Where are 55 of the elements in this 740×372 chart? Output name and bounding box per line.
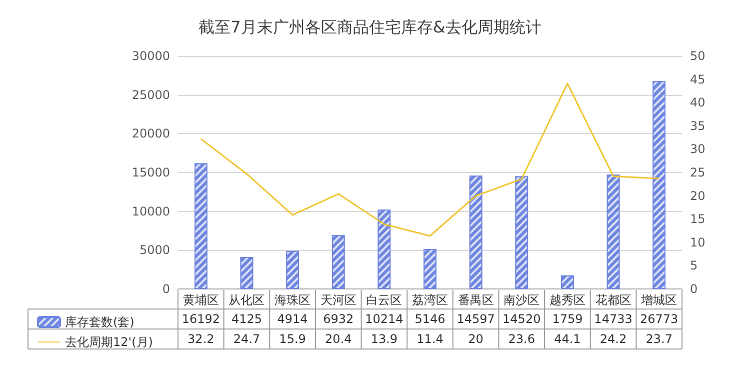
y2-tick-label: 30 bbox=[690, 142, 706, 156]
data-label: 14597 bbox=[456, 312, 495, 326]
data-label: 14733 bbox=[594, 312, 632, 326]
y2-tick-label: 5 bbox=[690, 258, 698, 273]
y2-tick-label: 20 bbox=[690, 188, 706, 203]
data-label: 32.2 bbox=[188, 332, 214, 346]
y-tick-label: 20000 bbox=[132, 126, 170, 141]
legend-label: 去化周期12'(月) bbox=[65, 335, 153, 349]
data-label: 20.4 bbox=[325, 332, 352, 346]
x-tick-label: 花都区 bbox=[595, 293, 632, 307]
chart-title: 截至7月末广州各区商品住宅库存&去化周期统计 bbox=[198, 18, 542, 36]
data-label: 6932 bbox=[323, 312, 354, 326]
data-label: 26773 bbox=[640, 312, 678, 326]
data-label: 4125 bbox=[231, 312, 262, 326]
y-tick-label: 30000 bbox=[132, 49, 170, 63]
data-label: 5146 bbox=[414, 312, 446, 326]
data-label: 15.9 bbox=[279, 332, 306, 346]
data-label: 10214 bbox=[365, 312, 404, 326]
data-label: 20 bbox=[468, 332, 484, 346]
x-tick-label: 增城区 bbox=[640, 293, 678, 307]
data-label: 44.1 bbox=[554, 332, 581, 346]
data-label: 1759 bbox=[552, 312, 583, 326]
x-tick-label: 天河区 bbox=[320, 293, 356, 307]
x-tick-label: 黄埔区 bbox=[182, 293, 219, 307]
x-tick-label: 越秀区 bbox=[549, 293, 586, 307]
x-tick-label: 从化区 bbox=[228, 293, 265, 307]
y2-tick-label: 15 bbox=[690, 212, 706, 226]
data-label: 14520 bbox=[502, 312, 541, 326]
y-tick-label: 15000 bbox=[132, 166, 170, 180]
x-tick-label: 番禺区 bbox=[458, 293, 494, 307]
data-label: 23.7 bbox=[646, 332, 672, 346]
data-label: 11.4 bbox=[416, 332, 444, 346]
data-label: 16192 bbox=[182, 312, 220, 326]
y2-tick-label: 45 bbox=[690, 72, 706, 86]
y2-tick-label: 50 bbox=[690, 49, 706, 63]
x-tick-label: 白云区 bbox=[366, 293, 402, 307]
y2-tick-label: 35 bbox=[690, 118, 706, 133]
x-tick-label: 荔湾区 bbox=[412, 293, 448, 307]
y2-tick-label: 25 bbox=[690, 166, 706, 180]
data-label: 13.9 bbox=[370, 332, 398, 346]
x-tick-label: 海珠区 bbox=[274, 293, 311, 307]
data-label: 24.7 bbox=[233, 332, 260, 346]
y-tick-label: 25000 bbox=[132, 88, 170, 102]
data-label: 24.2 bbox=[600, 332, 627, 346]
data-label: 4914 bbox=[277, 312, 308, 326]
y-tick-label: 5000 bbox=[139, 243, 170, 258]
y-tick-label: 0 bbox=[162, 282, 170, 296]
data-label: 23.6 bbox=[508, 332, 535, 346]
y2-tick-label: 40 bbox=[690, 96, 706, 110]
y2-tick-label: 0 bbox=[690, 282, 698, 296]
line-series bbox=[200, 82, 660, 237]
y2-tick-label: 10 bbox=[690, 235, 706, 250]
y-tick-label: 10000 bbox=[132, 204, 170, 218]
legend-label: 库存套数(套) bbox=[65, 315, 134, 329]
x-tick-label: 南沙区 bbox=[504, 293, 540, 307]
